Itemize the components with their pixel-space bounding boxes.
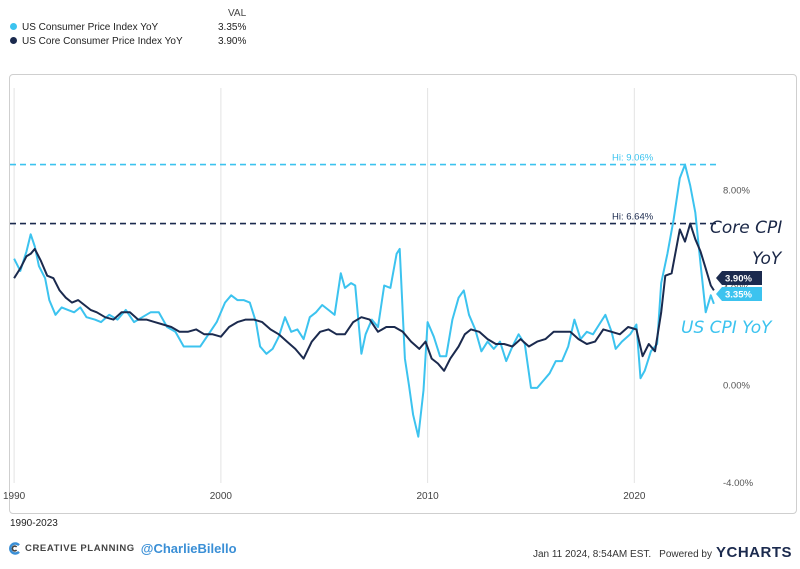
series-line <box>13 163 715 438</box>
annotation-core-cpi: Core CPI <box>710 218 783 238</box>
ycharts-logo[interactable]: YCHARTS <box>715 544 792 561</box>
end-value-flag: 3.35% <box>716 287 762 301</box>
x-tick-label: 1990 <box>3 491 26 502</box>
footer-source: Jan 11 2024, 8:54AM EST. Powered by YCHA… <box>533 544 792 561</box>
powered-by-label: Powered by <box>659 549 712 560</box>
x-tick-label: 2000 <box>210 491 233 502</box>
legend-value-cpi: 3.35% <box>218 22 247 33</box>
chart-panel <box>9 74 797 514</box>
end-value-label: 3.90% <box>725 274 752 285</box>
annotation-us-cpi: US CPI YoY <box>681 318 772 338</box>
author-handle[interactable]: @CharlieBilello <box>140 540 237 556</box>
y-tick-label: 0.00% <box>723 380 750 391</box>
y-tick-label: 8.00% <box>723 185 750 196</box>
period-label: 1990-2023 <box>10 518 58 529</box>
creative-planning-logo-icon <box>9 541 20 555</box>
reference-line-label: Hi: 6.64% <box>612 212 654 223</box>
reference-line-label: Hi: 9.06% <box>612 153 654 164</box>
timestamp: Jan 11 2024, 8:54AM EST. <box>532 549 652 560</box>
annotation-core-yoy: YoY <box>752 249 782 269</box>
end-value-flag-shape <box>716 271 762 285</box>
legend-dot-icon <box>10 23 17 30</box>
legend-dot-icon <box>10 37 17 44</box>
end-value-flag: 3.90% <box>716 271 762 285</box>
x-tick-label: 2010 <box>416 491 439 502</box>
x-tick-label: 2020 <box>623 491 646 502</box>
legend-item-core-cpi[interactable]: US Core Consumer Price Index YoY 3.90% <box>10 36 246 47</box>
y-tick-label: -4.00% <box>723 478 754 489</box>
legend-label-cpi: US Consumer Price Index YoY <box>22 22 159 33</box>
end-value-label: 3.35% <box>725 290 752 301</box>
legend-value-header: VAL <box>228 8 247 19</box>
footer-branding: CREATIVE PLANNING @CharlieBilello <box>8 537 237 559</box>
creative-planning-logo: CREATIVE PLANNING <box>25 542 135 554</box>
series-line <box>13 222 715 372</box>
legend-value-core-cpi: 3.90% <box>218 36 247 47</box>
legend-item-cpi[interactable]: US Consumer Price Index YoY 3.35% <box>10 22 246 33</box>
legend-label-core-cpi: US Core Consumer Price Index YoY <box>22 36 183 47</box>
end-value-flag-shape <box>716 287 762 301</box>
